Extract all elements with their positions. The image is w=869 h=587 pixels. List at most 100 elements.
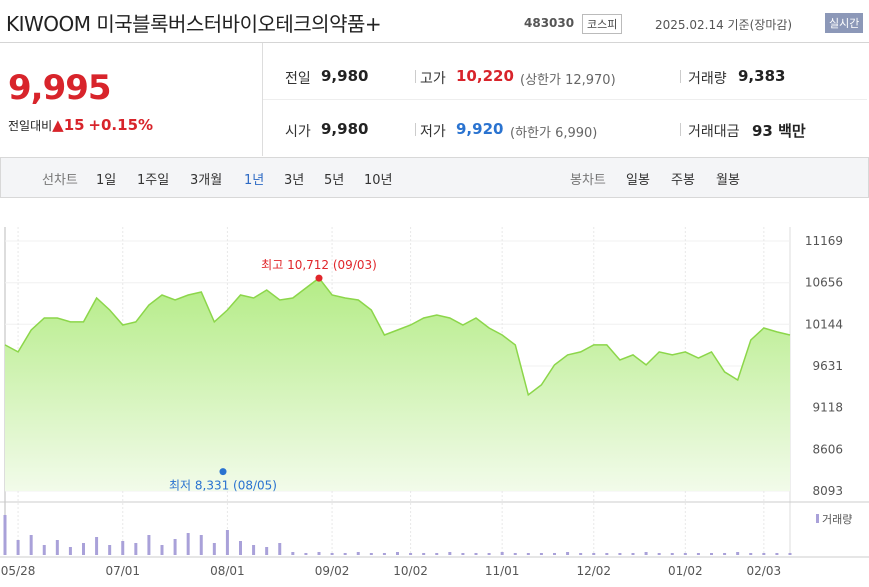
legend-swatch bbox=[816, 514, 819, 523]
volume-bar bbox=[710, 553, 713, 555]
volume-bar bbox=[435, 553, 439, 555]
volume-bar bbox=[343, 553, 347, 555]
cell-sub: (상한가 12,970) bbox=[520, 73, 616, 88]
header-bar bbox=[0, 0, 869, 43]
annotation-label: 최고 10,712 (09/03) bbox=[261, 258, 377, 272]
volume-bar bbox=[29, 535, 33, 555]
price: 9,995 bbox=[8, 68, 112, 108]
cell-value: 9,383 bbox=[738, 67, 786, 85]
cell-value: 10,220 bbox=[456, 67, 514, 85]
volume-bar bbox=[16, 540, 20, 555]
x-tick-label: 02/03 bbox=[747, 564, 782, 578]
cell-value: 9,980 bbox=[321, 67, 369, 85]
volume-bar bbox=[317, 552, 321, 555]
volume-bar bbox=[448, 552, 452, 555]
volume-bar bbox=[409, 553, 413, 555]
volume-bar bbox=[199, 535, 203, 555]
volume-bar bbox=[55, 540, 59, 555]
y-tick-label: 9118 bbox=[812, 401, 843, 415]
legend-label: 거래량 bbox=[822, 513, 852, 526]
volume-bar bbox=[42, 545, 46, 555]
volume-bar bbox=[239, 541, 242, 555]
tab-label: 선차트 bbox=[42, 173, 78, 188]
tab-bar bbox=[0, 157, 869, 198]
change: 전일대비▲15 +0.15% bbox=[8, 116, 153, 134]
volume-bar bbox=[265, 547, 269, 555]
volume-bar bbox=[160, 545, 164, 555]
candle-tab[interactable]: 일봉 bbox=[626, 173, 650, 188]
volume-bar bbox=[147, 535, 151, 555]
chart: 8093 8606 9118 9631 10144 10656 11169 05/28 07/0… bbox=[0, 227, 869, 578]
cell-value: 93 백만 bbox=[752, 122, 806, 140]
period-tab[interactable]: 3개월 bbox=[190, 173, 223, 188]
cell-label: 전일 bbox=[285, 71, 311, 87]
volume-bar bbox=[186, 533, 190, 555]
volume-bar bbox=[775, 553, 779, 555]
volume-bar bbox=[749, 553, 753, 555]
volume-bar bbox=[356, 552, 360, 555]
volume-bar bbox=[121, 541, 125, 555]
y-tick-label: 9631 bbox=[812, 359, 843, 373]
cell-label: 거래대금 bbox=[688, 124, 740, 140]
volume-bar bbox=[487, 553, 491, 555]
x-tick-label: 07/01 bbox=[105, 564, 140, 578]
change-label: 전일대비 bbox=[8, 119, 53, 133]
volume-bar bbox=[134, 543, 138, 555]
x-tick-label: 11/01 bbox=[485, 564, 520, 578]
annotation-dot bbox=[315, 274, 323, 282]
volume-bar bbox=[369, 553, 373, 555]
period-tab[interactable]: 1주일 bbox=[137, 173, 170, 188]
period-tab[interactable]: 3년 bbox=[284, 173, 305, 188]
candle-tab[interactable]: 주봉 bbox=[671, 173, 695, 188]
period-tab[interactable]: 1일 bbox=[96, 173, 117, 188]
volume-bar bbox=[762, 553, 766, 555]
volume-bar bbox=[631, 553, 635, 555]
y-tick-label: 8606 bbox=[812, 442, 843, 456]
x-tick-label: 09/02 bbox=[315, 564, 350, 578]
period-tab[interactable]: 10년 bbox=[364, 173, 393, 188]
line bbox=[4, 277, 791, 397]
annotation-label: 최저 8,331 (08/05) bbox=[169, 479, 277, 493]
area bbox=[5, 278, 790, 491]
volume-bar bbox=[304, 553, 308, 555]
volume-bar bbox=[670, 553, 674, 555]
volume-bar bbox=[3, 515, 7, 555]
annotation-dot bbox=[219, 468, 227, 476]
volume-bar bbox=[212, 543, 216, 555]
x-tick-label: 01/02 bbox=[668, 564, 703, 578]
y-tick-label: 10656 bbox=[805, 276, 843, 290]
volume-bar bbox=[513, 553, 517, 555]
row-divider bbox=[263, 99, 867, 100]
separator bbox=[680, 70, 681, 83]
cell-label: 시가 bbox=[285, 124, 311, 140]
cell-value: 9,980 bbox=[321, 120, 369, 138]
volume-bar bbox=[474, 553, 478, 555]
volume-bar bbox=[644, 552, 648, 555]
volume-bar bbox=[788, 553, 792, 555]
volume-bar bbox=[500, 552, 504, 555]
volume-bar bbox=[605, 553, 609, 555]
volume-bar bbox=[278, 543, 282, 555]
candle-tab[interactable]: 월봉 bbox=[716, 173, 740, 188]
cell-label: 저가 bbox=[420, 124, 446, 140]
volume-bar bbox=[618, 553, 622, 555]
code: 483030 bbox=[524, 16, 575, 30]
period-tab[interactable]: 5년 bbox=[324, 173, 345, 188]
separator bbox=[415, 123, 416, 136]
date: 2025.02.14 기준(장마감) bbox=[655, 18, 793, 32]
volume-bar bbox=[696, 553, 700, 555]
volume-bar bbox=[526, 553, 530, 555]
realtime-button[interactable]: 실시간 bbox=[825, 13, 864, 33]
tab-label: 봉차트 bbox=[570, 173, 606, 188]
y-tick-label: 11169 bbox=[805, 234, 843, 248]
volume-bar bbox=[657, 553, 661, 555]
period-tab[interactable]: 1년 bbox=[244, 173, 265, 188]
volume-bar bbox=[723, 553, 727, 555]
volume-bar bbox=[736, 552, 740, 555]
volume-bar bbox=[252, 545, 256, 555]
volume-bar bbox=[82, 543, 85, 555]
volume-bar bbox=[539, 553, 543, 555]
volume-bar bbox=[683, 553, 687, 555]
volume-bar bbox=[592, 553, 596, 555]
